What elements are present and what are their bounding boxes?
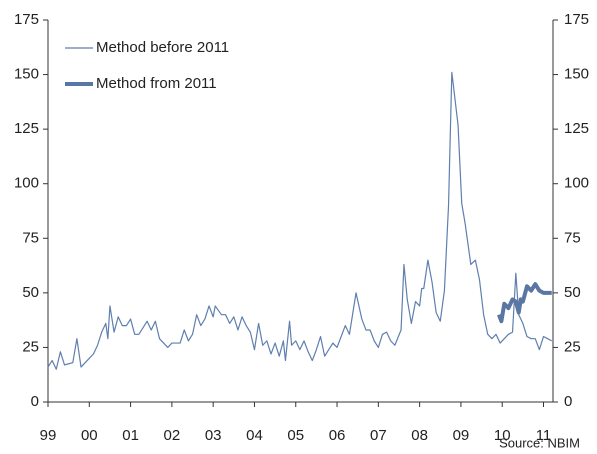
x-tick-label: 10 [494,427,511,444]
y-tick-label: 100 [14,175,39,192]
legend-label: Method before 2011 [96,39,229,56]
data-line [47,71,553,370]
y-tick-label: 25 [22,338,39,355]
y2-tick-label: 125 [564,120,589,137]
legend-label: Method from 2011 [96,75,217,92]
y-tick-label: 0 [31,393,39,410]
x-tick-label: 01 [122,427,139,444]
y2-tick-label: 75 [564,229,581,246]
x-tick-label: 04 [246,427,263,444]
x-tick-label: 07 [370,427,387,444]
y2-tick-label: 100 [564,175,589,192]
y-tick-label: 175 [14,11,39,28]
y2-tick-label: 0 [564,393,572,410]
y2-tick-label: 175 [564,11,589,28]
y2-tick-label: 25 [564,338,581,355]
x-tick-label: 99 [40,427,57,444]
x-tick-label: 03 [205,427,222,444]
x-tick-label: 08 [411,427,428,444]
x-tick-label: 02 [164,427,181,444]
y2-tick-label: 50 [564,284,581,301]
y2-tick-label: 150 [564,66,589,83]
y-tick-label: 125 [14,120,39,137]
data-line [497,282,552,324]
y-tick-label: 150 [14,66,39,83]
source-note: Source: NBIM [499,435,580,450]
y-tick-label: 75 [22,229,39,246]
x-tick-label: 05 [287,427,304,444]
x-tick-label: 09 [453,427,470,444]
y-tick-label: 50 [22,284,39,301]
x-tick-label: 06 [329,427,346,444]
x-tick-label: 11 [536,427,552,444]
x-tick-label: 00 [81,427,98,444]
